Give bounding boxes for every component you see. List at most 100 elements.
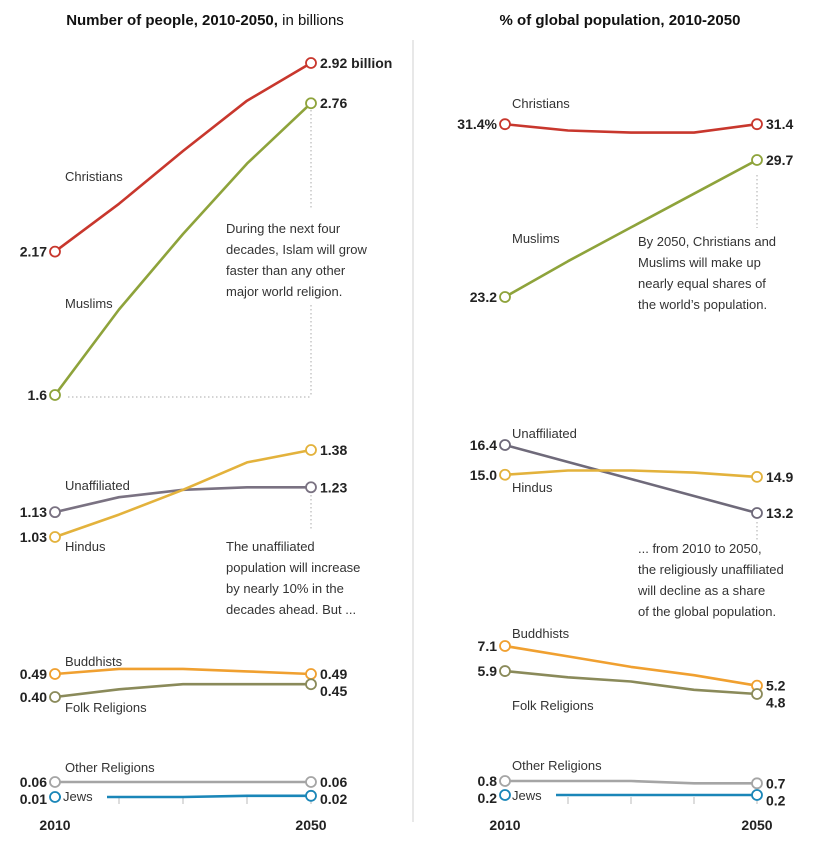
data-label-start: 0.01 bbox=[20, 791, 47, 807]
annotation-line: Muslims will make up bbox=[638, 255, 761, 270]
series-name-muslims: Muslims bbox=[65, 296, 113, 311]
annotation-line: decades, Islam will grow bbox=[226, 242, 367, 257]
series-line-unaffiliated bbox=[504, 443, 758, 515]
annotation-text: During the next four decades, Islam will … bbox=[226, 221, 367, 299]
annotation-line: major world religion. bbox=[226, 284, 342, 299]
chart-panel-count: Number of people, 2010-2050, in billions… bbox=[20, 12, 393, 833]
series-line-folk-religions bbox=[54, 682, 311, 699]
data-label-end: 0.49 bbox=[320, 666, 347, 682]
data-label-start: 1.6 bbox=[28, 387, 48, 403]
series-line-other-religions bbox=[505, 779, 757, 785]
data-label-end: 0.45 bbox=[320, 683, 347, 699]
data-point-start bbox=[499, 775, 511, 787]
data-point-start bbox=[49, 668, 61, 680]
series-name-christians: Christians bbox=[65, 169, 123, 184]
series-name-folk-religions: Folk Religions bbox=[512, 698, 594, 713]
data-point-start bbox=[49, 791, 61, 803]
series-line-hindus bbox=[54, 448, 312, 539]
annotation-line: of the global population. bbox=[638, 604, 776, 619]
series-line-muslims bbox=[504, 158, 758, 299]
data-point-start bbox=[499, 665, 511, 677]
series-name-other-religions: Other Religions bbox=[65, 760, 155, 775]
data-label-start: 5.9 bbox=[478, 663, 498, 679]
data-label-start: 2.17 bbox=[20, 244, 47, 260]
data-point-end bbox=[751, 154, 763, 166]
annotation-line: During the next four bbox=[226, 221, 341, 236]
series-line-folk-religions bbox=[504, 669, 758, 696]
annotation-line: faster than any other bbox=[226, 263, 346, 278]
chart-panel-share: % of global population, 2010-2050 Christi… bbox=[457, 12, 793, 833]
data-label-start: 7.1 bbox=[478, 638, 498, 654]
data-label-end: 13.2 bbox=[766, 505, 793, 521]
series-name-jews: Jews bbox=[512, 788, 542, 803]
data-label-start: 0.40 bbox=[20, 689, 47, 705]
annotation-line: decades ahead. But ... bbox=[226, 602, 356, 617]
data-label-end: 4.8 bbox=[766, 695, 786, 711]
x-tick-label: 2050 bbox=[741, 817, 772, 833]
annotation-line: nearly equal shares of bbox=[638, 276, 766, 291]
x-tick-label: 2050 bbox=[295, 817, 326, 833]
data-point-start bbox=[49, 531, 61, 543]
series-line-buddhists bbox=[504, 644, 758, 687]
series-name-jews: Jews bbox=[63, 789, 93, 804]
data-point-end bbox=[305, 668, 317, 680]
data-point-end bbox=[305, 776, 317, 788]
data-point-end bbox=[305, 481, 317, 494]
data-point-end bbox=[751, 118, 763, 131]
data-point-start bbox=[49, 691, 61, 703]
data-label-end: 5.2 bbox=[766, 678, 786, 694]
series-line-christians bbox=[504, 122, 758, 134]
data-label-start: 1.13 bbox=[20, 504, 47, 520]
data-point-start bbox=[499, 291, 511, 303]
data-point-end bbox=[751, 507, 763, 519]
x-tick-label: 2010 bbox=[489, 817, 520, 833]
data-label-end: 0.7 bbox=[766, 775, 786, 791]
data-label-start: 0.8 bbox=[478, 773, 498, 789]
data-point-end bbox=[305, 789, 317, 802]
series-name-hindus: Hindus bbox=[65, 539, 106, 554]
annotation-text: ... from 2010 to 2050, the religiously un… bbox=[637, 541, 784, 619]
data-label-end: 1.38 bbox=[320, 442, 347, 458]
series-name-buddhists: Buddhists bbox=[65, 654, 123, 669]
annotation-line: by nearly 10% in the bbox=[226, 581, 344, 596]
data-point-end bbox=[305, 97, 317, 110]
annotation-text: By 2050, Christians and Muslims will make… bbox=[638, 234, 776, 312]
data-label-start: 16.4 bbox=[470, 437, 497, 453]
series-line-muslims bbox=[53, 102, 312, 396]
series-name-unaffiliated: Unaffiliated bbox=[512, 426, 577, 441]
data-point-end bbox=[751, 688, 763, 700]
label-background bbox=[61, 790, 107, 804]
data-label-end: 1.23 bbox=[320, 479, 347, 495]
data-point-end bbox=[305, 57, 317, 69]
annotation-text: The unaffiliated population will increase… bbox=[226, 539, 360, 617]
data-label-start: 0.2 bbox=[478, 790, 498, 806]
data-point-start bbox=[49, 506, 61, 519]
data-point-end bbox=[305, 678, 317, 691]
data-label-start: 0.49 bbox=[20, 666, 47, 682]
series-name-muslims: Muslims bbox=[512, 231, 560, 246]
series-name-unaffiliated: Unaffiliated bbox=[65, 478, 130, 493]
annotation-line: ... from 2010 to 2050, bbox=[638, 541, 762, 556]
data-label-end: 31.4 bbox=[766, 116, 793, 132]
data-point-start bbox=[49, 776, 61, 788]
chart-title-bold: Number of people, 2010-2050, bbox=[66, 12, 278, 29]
x-tick-label: 2010 bbox=[39, 817, 70, 833]
data-point-start bbox=[499, 468, 511, 481]
data-label-start: 1.03 bbox=[20, 529, 47, 545]
data-label-end: 0.2 bbox=[766, 792, 786, 808]
series-name-folk-religions: Folk Religions bbox=[65, 700, 147, 715]
chart-title-bold: % of global population, 2010-2050 bbox=[500, 12, 741, 29]
data-label-end: 14.9 bbox=[766, 469, 793, 485]
series-name-christians: Christians bbox=[512, 96, 570, 111]
annotation-line: By 2050, Christians and bbox=[638, 234, 776, 249]
label-background bbox=[510, 789, 556, 803]
data-point-end bbox=[751, 789, 763, 801]
data-point-end bbox=[751, 470, 763, 483]
annotation-line: The unaffiliated bbox=[226, 539, 315, 554]
data-label-start: 0.06 bbox=[20, 774, 47, 790]
series-line-hindus bbox=[504, 469, 758, 479]
series-name-other-religions: Other Religions bbox=[512, 758, 602, 773]
series-line-christians bbox=[54, 61, 312, 253]
data-label-end: 2.76 bbox=[320, 95, 347, 111]
